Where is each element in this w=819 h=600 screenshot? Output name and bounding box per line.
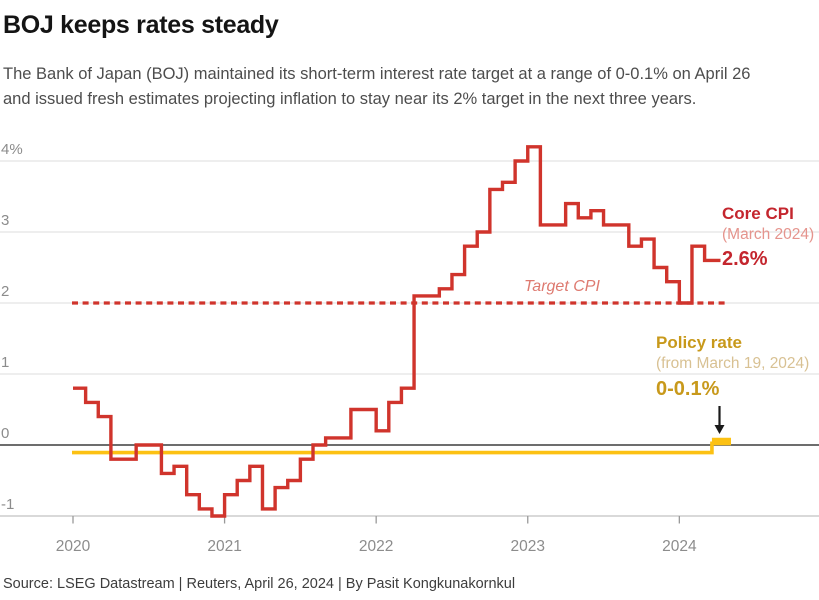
svg-text:2022: 2022 (359, 538, 393, 555)
target-cpi-label: Target CPI (524, 278, 600, 295)
svg-text:0: 0 (1, 425, 9, 442)
x-axis-ticks: 2020 2021 2022 2023 2024 (56, 516, 697, 555)
svg-text:2020: 2020 (56, 538, 91, 555)
core-cpi-annotation: Core CPI (March 2024) 2.6% (722, 205, 814, 269)
policy-rate-label: Policy rate (656, 333, 742, 352)
policy-rate-annotation: Policy rate (from March 19, 2024) 0-0.1% (656, 334, 809, 399)
svg-text:4%: 4% (1, 141, 23, 158)
svg-text:2: 2 (1, 283, 9, 300)
policy-rate-line (72, 441, 714, 455)
svg-text:2024: 2024 (662, 538, 697, 555)
page-title: BOJ keeps rates steady (3, 11, 279, 39)
core-cpi-step-line (73, 145, 721, 518)
policy-rate-value: 0-0.1% (656, 377, 720, 400)
svg-text:-1: -1 (1, 496, 14, 513)
subtitle-line-1: The Bank of Japan (BOJ) maintained its s… (3, 65, 751, 83)
core-cpi-value: 2.6% (722, 247, 768, 270)
policy-rate-sublabel: (from March 19, 2024) (656, 355, 810, 372)
svg-text:1: 1 (1, 354, 9, 371)
policy-arrow-icon (714, 406, 725, 434)
source-attribution: Source: LSEG Datastream | Reuters, April… (3, 576, 516, 592)
svg-text:2021: 2021 (207, 538, 241, 555)
svg-text:3: 3 (1, 212, 9, 229)
core-cpi-label: Core CPI (722, 204, 794, 223)
svg-text:2023: 2023 (511, 538, 545, 555)
subtitle-line-2: and issued fresh estimates projecting in… (3, 90, 697, 108)
core-cpi-sublabel: (March 2024) (722, 226, 815, 243)
